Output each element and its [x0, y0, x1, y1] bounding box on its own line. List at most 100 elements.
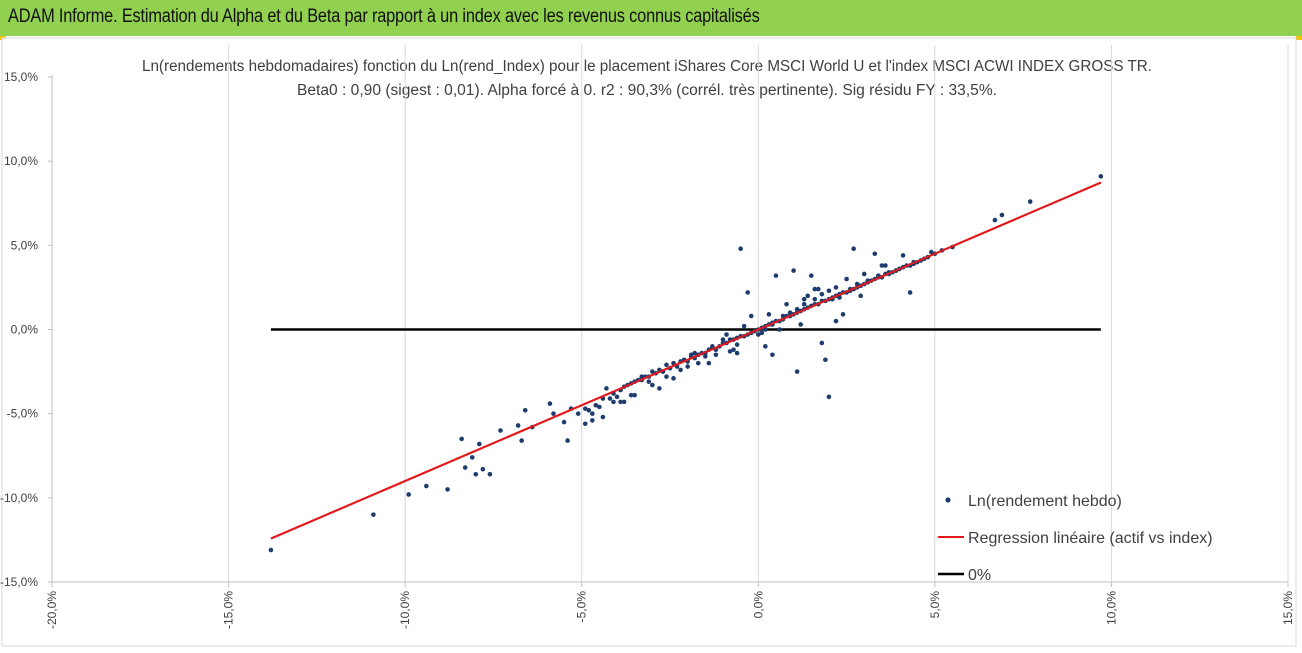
y-tick-label: 10,0%	[4, 154, 38, 168]
data-point	[632, 392, 637, 398]
data-point	[671, 376, 676, 381]
data-point	[565, 438, 570, 443]
x-tick-label: -5,0%	[575, 591, 589, 623]
data-point	[734, 350, 740, 356]
scatter-chart: Ln(rendements hebdomadaires) fonction du…	[0, 37, 1297, 647]
data-point	[780, 313, 786, 319]
data-point	[650, 382, 655, 388]
data-point	[763, 344, 768, 349]
data-point	[763, 327, 768, 332]
data-point	[900, 253, 906, 258]
legend-marker-points	[945, 497, 951, 503]
regression-line-overlay	[270, 181, 1102, 540]
data-point	[657, 386, 662, 391]
x-tick-label: -20,0%	[45, 591, 59, 629]
data-point	[590, 418, 595, 423]
data-point	[808, 273, 814, 278]
data-point	[872, 251, 878, 257]
data-point	[833, 318, 839, 324]
data-point	[688, 352, 694, 358]
data-point	[695, 360, 701, 366]
data-point	[582, 421, 588, 427]
data-point	[685, 364, 690, 369]
data-point	[745, 290, 750, 295]
data-point	[1098, 174, 1104, 179]
data-point	[748, 313, 754, 319]
chart-title: Ln(rendements hebdomadaires) fonction du…	[142, 58, 1152, 75]
data-point	[424, 483, 429, 489]
data-point	[883, 263, 888, 268]
data-point	[833, 285, 839, 290]
data-point	[406, 492, 411, 497]
data-point	[766, 312, 772, 317]
x-tick-label: 5,0%	[928, 591, 942, 619]
data-point	[858, 293, 863, 299]
data-point	[551, 411, 556, 416]
data-point	[706, 360, 712, 366]
data-point	[791, 268, 796, 273]
data-point	[713, 352, 719, 358]
data-point	[907, 290, 913, 295]
data-point	[597, 404, 602, 410]
data-point	[992, 217, 998, 223]
data-point	[646, 379, 652, 384]
data-point	[999, 212, 1005, 218]
data-point	[628, 392, 634, 398]
data-point	[590, 411, 595, 416]
chart-border	[1, 37, 1297, 647]
data-point	[777, 327, 782, 332]
data-point	[727, 349, 733, 354]
data-point	[593, 402, 599, 408]
data-point	[575, 411, 581, 416]
x-tick-label: 15,0%	[1281, 591, 1295, 625]
data-point	[469, 455, 475, 460]
data-point	[826, 288, 832, 294]
data-point	[794, 369, 800, 374]
data-point	[819, 291, 825, 297]
data-point	[854, 281, 860, 287]
data-point	[840, 312, 846, 317]
data-point	[844, 276, 849, 282]
y-tick-label: 0,0%	[11, 323, 39, 337]
x-tick-label: 10,0%	[1104, 591, 1118, 625]
x-axis: -20,0% -15,0% -10,0% -5,0% 0,0% 5,0% 10,0% 15,0…	[45, 581, 1295, 629]
data-point	[1027, 199, 1033, 204]
chart-area: Ln(rendements hebdomadaires) fonction du…	[0, 36, 1302, 648]
data-point	[604, 386, 609, 391]
data-point	[929, 249, 934, 255]
gridlines	[228, 45, 1289, 582]
data-point	[759, 330, 765, 336]
data-point	[607, 396, 613, 401]
data-point	[861, 271, 867, 277]
data-point	[805, 293, 811, 299]
data-point	[498, 428, 503, 433]
data-point	[600, 414, 606, 420]
data-point	[582, 406, 588, 411]
legend: Ln(rendement hebdo) Regression linéaire (…	[938, 493, 1213, 584]
data-point	[724, 332, 729, 337]
data-point	[851, 246, 856, 251]
data-point	[770, 352, 775, 358]
data-point	[734, 342, 740, 347]
corner-marker-right	[1296, 36, 1302, 40]
data-point	[837, 295, 842, 300]
data-point	[268, 547, 274, 553]
data-point	[522, 408, 528, 413]
x-tick-label: -10,0%	[398, 591, 412, 629]
data-point	[703, 354, 708, 359]
data-point	[473, 471, 479, 477]
data-point	[812, 286, 818, 292]
data-point	[787, 310, 793, 315]
data-point	[741, 323, 747, 329]
legend-label: Regression linéaire (actif vs index)	[968, 530, 1213, 547]
data-point	[710, 344, 715, 349]
data-point	[738, 246, 743, 251]
data-point	[586, 408, 592, 413]
data-point	[826, 394, 832, 400]
data-point	[459, 436, 464, 442]
data-point	[371, 512, 376, 517]
chart-subtitle: Beta0 : 0,90 (sigest : 0,01). Alpha forc…	[297, 82, 997, 99]
y-tick-label: -15,0%	[0, 575, 38, 589]
data-point	[678, 367, 683, 373]
data-point	[480, 466, 486, 472]
